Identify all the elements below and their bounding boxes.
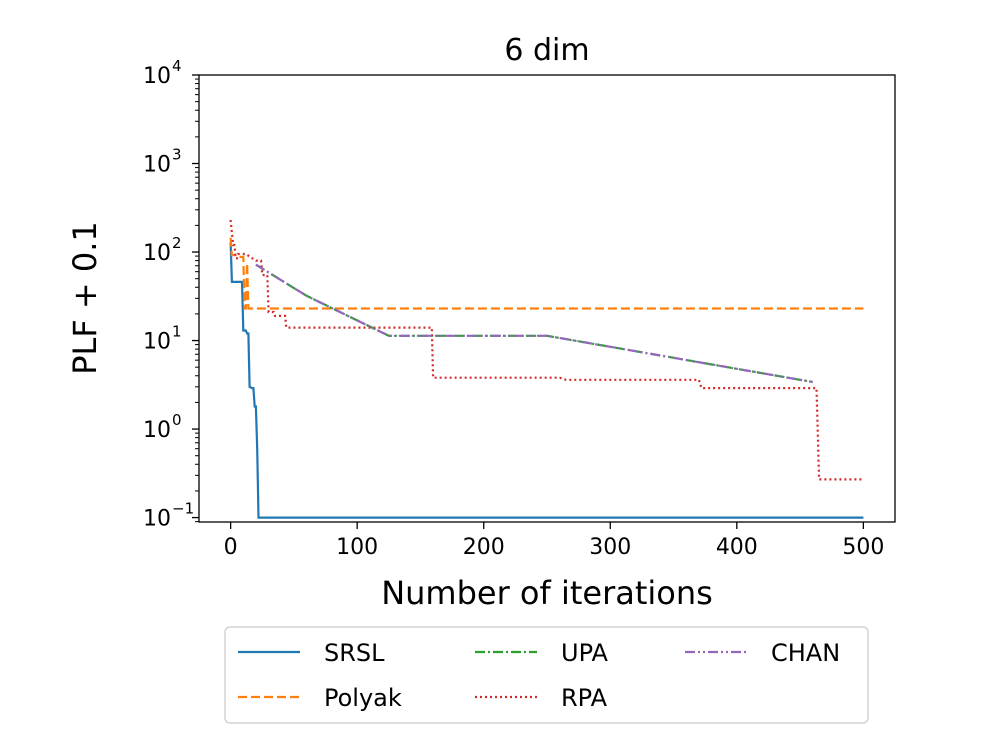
- y-tick-exponent: 3: [172, 146, 182, 164]
- series-line-chan: [255, 263, 813, 384]
- y-tick-base: 10: [143, 418, 171, 443]
- y-tick-base: 10: [143, 330, 171, 355]
- y-tick-exponent: 1: [172, 323, 182, 341]
- y-tick-exponent: 0: [172, 411, 182, 429]
- x-axis: 0 100 200 300 400 500: [224, 522, 884, 560]
- x-tick-label: 300: [589, 535, 631, 560]
- legend-label-chan: CHAN: [771, 639, 840, 667]
- legend-label-rpa: RPA: [561, 684, 608, 712]
- y-axis-label: PLF + 0.1: [66, 221, 104, 375]
- y-tick-base: 10: [143, 153, 171, 178]
- y-tick-base: 10: [143, 64, 171, 89]
- x-tick-label: 100: [336, 535, 378, 560]
- x-tick-label: 200: [463, 535, 505, 560]
- y-tick-exponent: 2: [172, 234, 182, 252]
- chart-title: 6 dim: [504, 33, 589, 68]
- x-tick-label: 500: [842, 535, 884, 560]
- x-tick-label: 400: [716, 535, 758, 560]
- y-tick-base: 10: [143, 241, 171, 266]
- x-axis-label: Number of iterations: [381, 574, 713, 612]
- y-tick-base: 10: [143, 507, 171, 532]
- legend-label-srsl: SRSL: [324, 639, 385, 667]
- series-line-srsl: [229, 241, 864, 519]
- series-layer: [229, 219, 864, 519]
- legend-label-polyak: Polyak: [324, 684, 402, 712]
- x-tick-label: 0: [224, 535, 238, 560]
- series-line-rpa: [229, 219, 864, 481]
- legend-label-upa: UPA: [561, 639, 609, 667]
- y-tick-exponent: 4: [172, 57, 182, 75]
- legend: SRSL Polyak UPA RPA CHAN: [224, 626, 869, 724]
- y-tick-exponent: −1: [172, 500, 194, 518]
- legend-frame: [224, 626, 869, 724]
